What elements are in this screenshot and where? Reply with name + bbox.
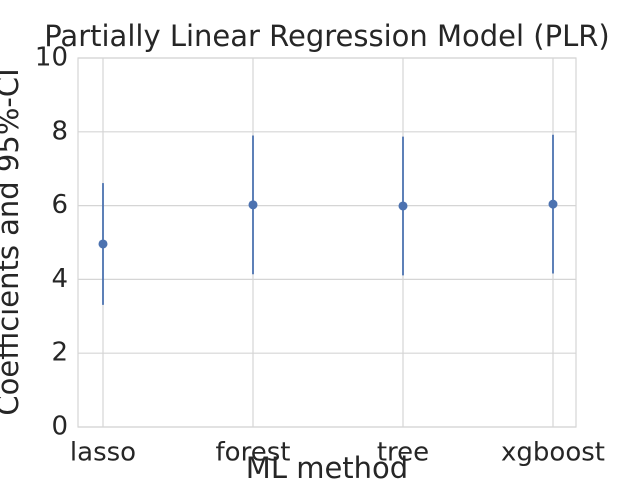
x-tick-label: tree	[377, 438, 429, 468]
x-axis-label: ML method	[246, 451, 408, 480]
point	[398, 201, 408, 211]
y-axis-label: Coefficients and 95%-CI	[0, 68, 25, 415]
point	[248, 200, 258, 210]
point	[548, 199, 558, 209]
plot-frame	[77, 57, 577, 428]
y-tick-label: 2	[51, 338, 68, 368]
y-tick-label: 10	[35, 43, 68, 73]
y-tick-label: 8	[51, 116, 68, 146]
chart-title: Partially Linear Regression Model (PLR)	[44, 19, 609, 53]
y-tick-label: 0	[51, 412, 68, 442]
x-tick-label: forest	[216, 438, 291, 468]
x-tick-label: lasso	[70, 438, 136, 468]
y-tick-label: 4	[51, 264, 68, 294]
y-tick-label: 6	[51, 190, 68, 220]
point	[98, 239, 108, 249]
x-tick-label: xgboost	[501, 438, 605, 468]
